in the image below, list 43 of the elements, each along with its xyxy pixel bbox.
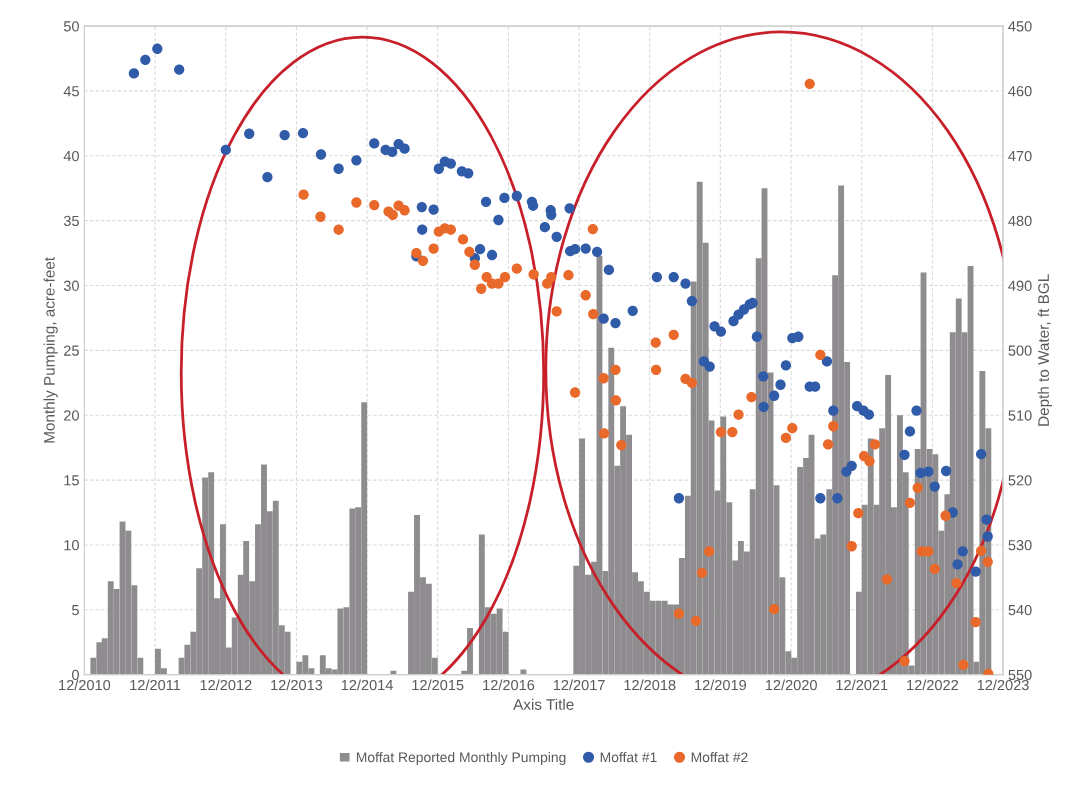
bar <box>520 669 527 675</box>
y-tick-label: 50 <box>63 21 79 32</box>
y-tick-label: 45 <box>63 86 79 97</box>
x-tick-label: 12/2011 <box>130 679 181 691</box>
x-tick-label: 12/2014 <box>341 679 393 691</box>
y2-tick-label: 460 <box>1008 86 1032 97</box>
y-tick-label: 5 <box>72 605 79 616</box>
y-axis-title: Monthly Pumping, acre-feet <box>43 257 58 443</box>
y2-tick-label: 500 <box>1008 345 1032 356</box>
x-tick-label: 12/2023 <box>977 679 1029 691</box>
legend-label: Moffat Reported Monthly Pumping <box>356 752 566 765</box>
y-tick-label: 20 <box>64 410 79 421</box>
y-tick-label: 15 <box>64 475 79 486</box>
y2-tick-label: 490 <box>1008 280 1032 291</box>
y-tick-label: 35 <box>63 215 79 227</box>
x-tick-label: 12/2021 <box>836 679 888 691</box>
y2-tick-label: 510 <box>1008 410 1032 421</box>
y-tick-label: 30 <box>63 280 79 291</box>
legend-label: Moffat #1 <box>600 752 657 763</box>
y-tick-label: 40 <box>63 150 79 162</box>
x-tick-label: 12/2012 <box>200 679 252 691</box>
y2-axis-title: Depth to Water, ft BGL <box>1037 274 1052 426</box>
x-tick-label: 12/2013 <box>271 679 323 691</box>
y2-tick-label: 520 <box>1008 475 1032 486</box>
x-tick-label: 12/2020 <box>765 679 817 691</box>
y2-tick-label: 550 <box>1008 669 1032 681</box>
y2-tick-label: 480 <box>1008 215 1032 227</box>
x-tick-label: 12/2017 <box>553 679 605 691</box>
y2-tick-label: 540 <box>1008 604 1032 616</box>
y-tick-label: 0 <box>71 669 79 681</box>
y2-tick-label: 470 <box>1008 150 1032 162</box>
x-tick-label: 12/2010 <box>59 679 111 691</box>
x-tick-label: 12/2022 <box>907 679 959 691</box>
x-tick-label: 12/2019 <box>695 679 747 691</box>
x-tick-label: 12/2015 <box>412 679 464 691</box>
y2-tick-label: 450 <box>1008 21 1032 32</box>
x-axis-title: Axis Title <box>513 698 574 710</box>
y-tick-label: 10 <box>64 540 79 551</box>
x-tick-label: 12/2018 <box>624 679 676 691</box>
x-tick-label: 12/2016 <box>483 679 535 691</box>
y-tick-label: 25 <box>64 345 79 356</box>
y2-tick-label: 530 <box>1008 540 1032 551</box>
legend-label: Moffat #2 <box>691 752 748 763</box>
